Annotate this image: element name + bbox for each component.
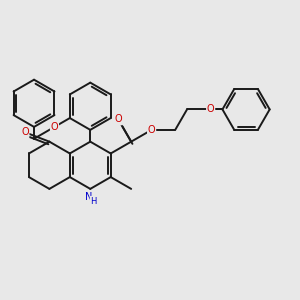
Text: O: O — [51, 122, 58, 132]
Text: O: O — [115, 115, 122, 124]
Text: O: O — [207, 104, 214, 114]
Text: O: O — [21, 127, 29, 137]
Text: N: N — [85, 192, 93, 202]
Text: H: H — [90, 196, 97, 206]
Text: O: O — [148, 125, 155, 135]
